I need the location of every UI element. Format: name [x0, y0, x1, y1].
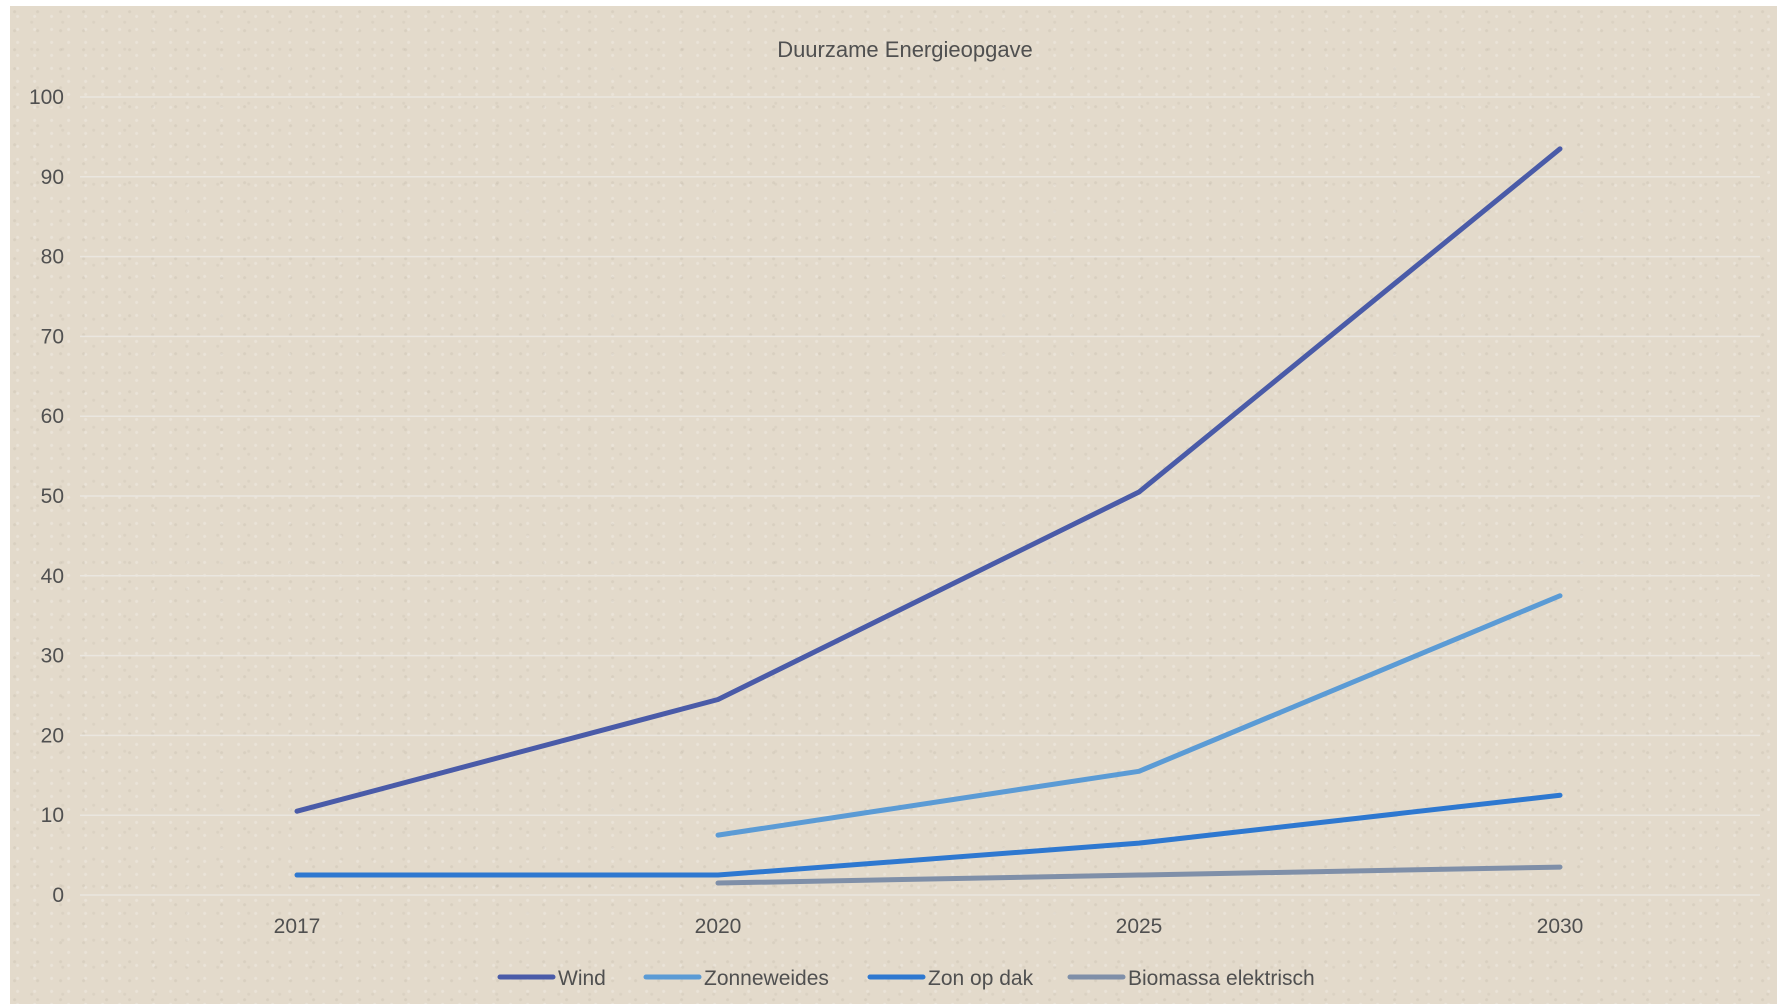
series-line-zonneweides: [715, 593, 1563, 838]
y-tick-label: 100: [29, 86, 64, 109]
y-tick-label: 80: [41, 246, 64, 269]
series-lines: [294, 146, 1563, 886]
y-tick-label: 40: [41, 565, 64, 588]
chart-title: Duurzame Energieopgave: [777, 37, 1033, 62]
legend-label: Wind: [558, 967, 606, 990]
x-tick-label: 2030: [1537, 915, 1584, 938]
x-tick-label: 2020: [695, 915, 742, 938]
legend: Wind Zonneweides Zon op dak Biomassa elektr…: [497, 967, 1315, 990]
y-tick-label: 30: [41, 645, 64, 668]
series-line-zon-op-dak: [294, 792, 1563, 878]
y-tick-label: 90: [41, 166, 64, 189]
y-tick-label: 50: [41, 485, 64, 508]
x-axis: 2017 2020 2025 2030: [274, 915, 1584, 938]
x-tick-label: 2017: [274, 915, 321, 938]
y-tick-label: 0: [52, 884, 64, 907]
chart-area: [10, 6, 1777, 1004]
legend-label: Zon op dak: [928, 967, 1034, 990]
x-tick-label: 2025: [1116, 915, 1163, 938]
y-tick-label: 10: [41, 804, 64, 827]
series-line-wind: [294, 146, 1563, 814]
legend-label: Biomassa elektrisch: [1128, 967, 1315, 990]
gridlines: [80, 96, 1760, 896]
legend-label: Zonneweides: [704, 967, 829, 990]
y-tick-label: 20: [41, 724, 64, 747]
y-axis: 0 10 20 30 40 50 60 70 80 90 100: [29, 86, 64, 907]
y-tick-label: 60: [41, 405, 64, 428]
y-tick-label: 70: [41, 325, 64, 348]
series-line-biomassa-elektrisch: [715, 864, 1563, 886]
